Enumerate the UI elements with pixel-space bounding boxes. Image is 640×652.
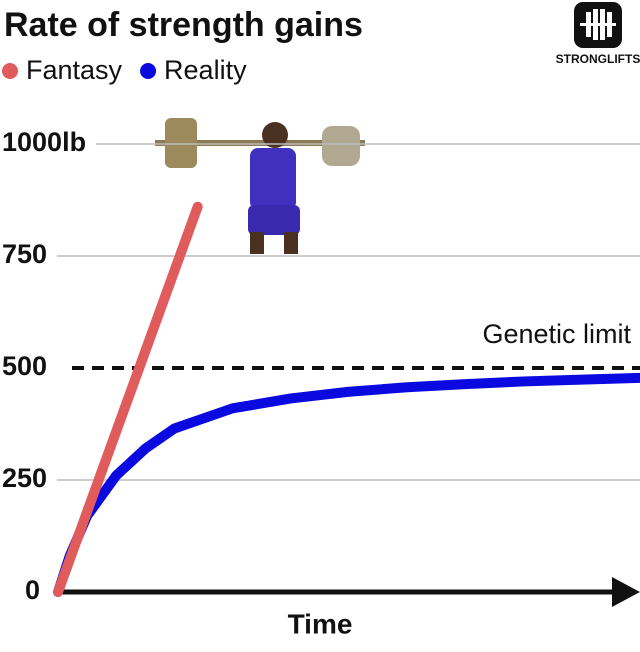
legend-marker bbox=[2, 63, 18, 79]
chart-title: Rate of strength gains bbox=[4, 6, 363, 44]
series-line bbox=[53, 201, 203, 597]
x-axis-arrow bbox=[612, 577, 640, 607]
y-tick-label: 0 bbox=[25, 575, 40, 605]
logo-icon bbox=[574, 2, 622, 48]
legend-label: Reality bbox=[164, 55, 247, 85]
legend-label: Fantasy bbox=[26, 55, 123, 85]
y-tick-label: 500 bbox=[2, 351, 47, 381]
x-axis-label: Time bbox=[288, 608, 353, 639]
limit-label: Genetic limit bbox=[482, 319, 631, 349]
y-tick-label: 750 bbox=[2, 239, 47, 269]
y-tick-label: 1000lb bbox=[2, 127, 86, 157]
y-tick-label: 250 bbox=[2, 463, 47, 493]
legend-marker bbox=[140, 63, 157, 79]
logo-text: STRONGLIFTS bbox=[556, 52, 640, 66]
series-line bbox=[53, 372, 640, 597]
lifter-illustration bbox=[155, 118, 365, 254]
